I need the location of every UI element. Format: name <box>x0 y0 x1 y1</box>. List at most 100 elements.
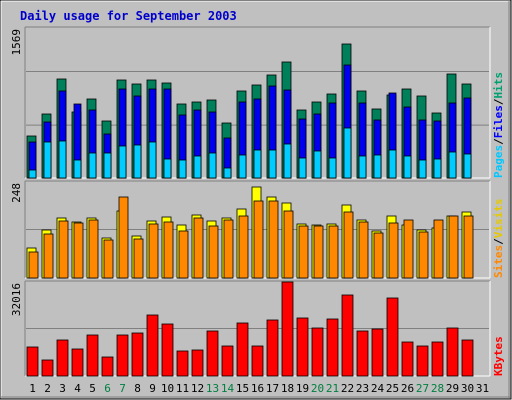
x-tick-label-4: 4 <box>74 382 81 395</box>
bar-visits-sites-23 <box>358 221 369 279</box>
bar-kbytes-kbytes-23 <box>356 330 369 377</box>
bar-visits-sites-22 <box>343 211 354 279</box>
x-tick-label-21: 21 <box>326 382 339 395</box>
bar-kbytes-kbytes-24 <box>371 328 384 377</box>
x-tick-label-5: 5 <box>89 382 96 395</box>
bar-kbytes-kbytes-19 <box>296 317 309 377</box>
bar-kbytes-kbytes-1 <box>26 346 39 377</box>
x-tick-label-6: 6 <box>104 382 111 395</box>
bar-visits-sites-29 <box>448 215 459 279</box>
bar-kbytes-kbytes-12 <box>191 349 204 377</box>
legend-hits-3: / <box>492 98 505 105</box>
bar-kbytes-kbytes-2 <box>41 359 54 377</box>
bar-kbytes-kbytes-4 <box>71 348 84 377</box>
bar-hits-pages-30 <box>463 153 472 179</box>
bar-visits-sites-14 <box>223 219 234 279</box>
legend-visits: Sites/Visits <box>492 199 505 279</box>
chart-panels: 1569Pages/Files/Hits248Sites/Visits32016… <box>10 26 505 377</box>
x-axis-labels: 1 2 3 4 5 6 7 8 9 10 11 12 13 14 15 16 17 18 19 20 21 22 23 24 2… <box>29 382 489 395</box>
bar-hits-pages-24 <box>373 154 382 179</box>
x-tick-label-22: 22 <box>341 382 354 395</box>
bar-hits-pages-9 <box>148 141 157 179</box>
bar-kbytes-kbytes-3 <box>56 339 69 377</box>
bar-hits-pages-14 <box>223 167 232 179</box>
ytick-max-kbytes: 32016 <box>10 283 23 316</box>
bar-hits-pages-13 <box>208 152 217 179</box>
bar-kbytes-kbytes-16 <box>251 345 264 377</box>
ytick-max-hits: 1569 <box>10 29 23 56</box>
bar-hits-pages-19 <box>298 157 307 179</box>
bar-kbytes-kbytes-20 <box>311 327 324 377</box>
x-tick-label-13: 13 <box>206 382 219 395</box>
bar-hits-pages-3 <box>58 140 67 179</box>
bar-hits-pages-27 <box>418 159 427 179</box>
bar-hits-pages-28 <box>433 158 442 179</box>
bar-visits-sites-5 <box>88 219 99 279</box>
x-tick-label-30: 30 <box>461 382 474 395</box>
x-tick-label-15: 15 <box>236 382 249 395</box>
legend-visits-0: Sites <box>492 245 505 278</box>
bar-hits-pages-7 <box>118 145 127 179</box>
x-tick-label-1: 1 <box>29 382 36 395</box>
x-tick-label-28: 28 <box>431 382 444 395</box>
x-tick-label-7: 7 <box>119 382 126 395</box>
bar-kbytes-kbytes-6 <box>101 356 114 377</box>
bar-kbytes-kbytes-8 <box>131 332 144 377</box>
bar-visits-sites-10 <box>163 221 174 279</box>
x-tick-label-26: 26 <box>401 382 414 395</box>
bar-kbytes-kbytes-10 <box>161 323 174 377</box>
bar-visits-sites-2 <box>43 233 54 279</box>
legend-hits-0: Pages <box>492 145 505 178</box>
bar-hits-pages-26 <box>403 155 412 179</box>
x-tick-label-3: 3 <box>59 382 66 395</box>
legend-kbytes-0: KBytes <box>492 336 505 376</box>
ytick-max-visits: 248 <box>10 183 23 203</box>
bar-hits-pages-11 <box>178 159 187 179</box>
bar-hits-pages-10 <box>163 158 172 179</box>
bar-kbytes-kbytes-13 <box>206 330 219 377</box>
legend-hits-2: Files <box>492 105 505 138</box>
x-tick-label-29: 29 <box>446 382 459 395</box>
bar-visits-sites-4 <box>73 222 84 279</box>
bar-hits-pages-18 <box>283 143 292 179</box>
panel-kbytes: 32016 KBytes <box>10 280 505 377</box>
bar-hits-pages-1 <box>28 169 37 179</box>
x-tick-label-19: 19 <box>296 382 309 395</box>
bar-kbytes-kbytes-25 <box>386 297 399 377</box>
bar-visits-sites-27 <box>418 231 429 279</box>
bar-kbytes-kbytes-14 <box>221 345 234 377</box>
bar-visits-sites-3 <box>58 220 69 279</box>
x-tick-label-16: 16 <box>251 382 264 395</box>
chart-title: Daily usage for September 2003 <box>20 9 237 23</box>
x-tick-label-17: 17 <box>266 382 279 395</box>
bar-visits-sites-11 <box>178 230 189 279</box>
legend-hits: Pages/Files/Hits <box>492 72 505 178</box>
x-tick-label-8: 8 <box>134 382 141 395</box>
legend-visits-1: / <box>492 238 505 245</box>
bar-visits-sites-12 <box>193 217 204 279</box>
bar-hits-pages-23 <box>358 155 367 179</box>
bar-hits-pages-25 <box>388 149 397 179</box>
bar-kbytes-kbytes-11 <box>176 350 189 377</box>
x-tick-label-2: 2 <box>44 382 51 395</box>
bar-hits-pages-6 <box>103 152 112 179</box>
x-tick-label-10: 10 <box>161 382 174 395</box>
bar-kbytes-kbytes-26 <box>401 341 414 377</box>
x-tick-label-25: 25 <box>386 382 399 395</box>
bar-kbytes-kbytes-7 <box>116 334 129 377</box>
x-tick-label-23: 23 <box>356 382 369 395</box>
bar-kbytes-kbytes-15 <box>236 322 249 377</box>
bar-kbytes-kbytes-9 <box>146 314 159 377</box>
bar-kbytes-kbytes-30 <box>461 339 474 377</box>
bar-visits-sites-6 <box>103 239 114 279</box>
bar-visits-sites-21 <box>328 225 339 279</box>
bar-hits-pages-12 <box>193 155 202 179</box>
bar-kbytes-kbytes-18 <box>281 281 294 377</box>
bar-visits-sites-13 <box>208 225 219 279</box>
bar-hits-pages-5 <box>88 152 97 179</box>
bar-hits-pages-8 <box>133 144 142 179</box>
legend-hits-4: Hits <box>492 72 505 99</box>
panel-visits: 248 Sites/Visits <box>10 180 505 279</box>
bar-visits-sites-24 <box>373 232 384 279</box>
